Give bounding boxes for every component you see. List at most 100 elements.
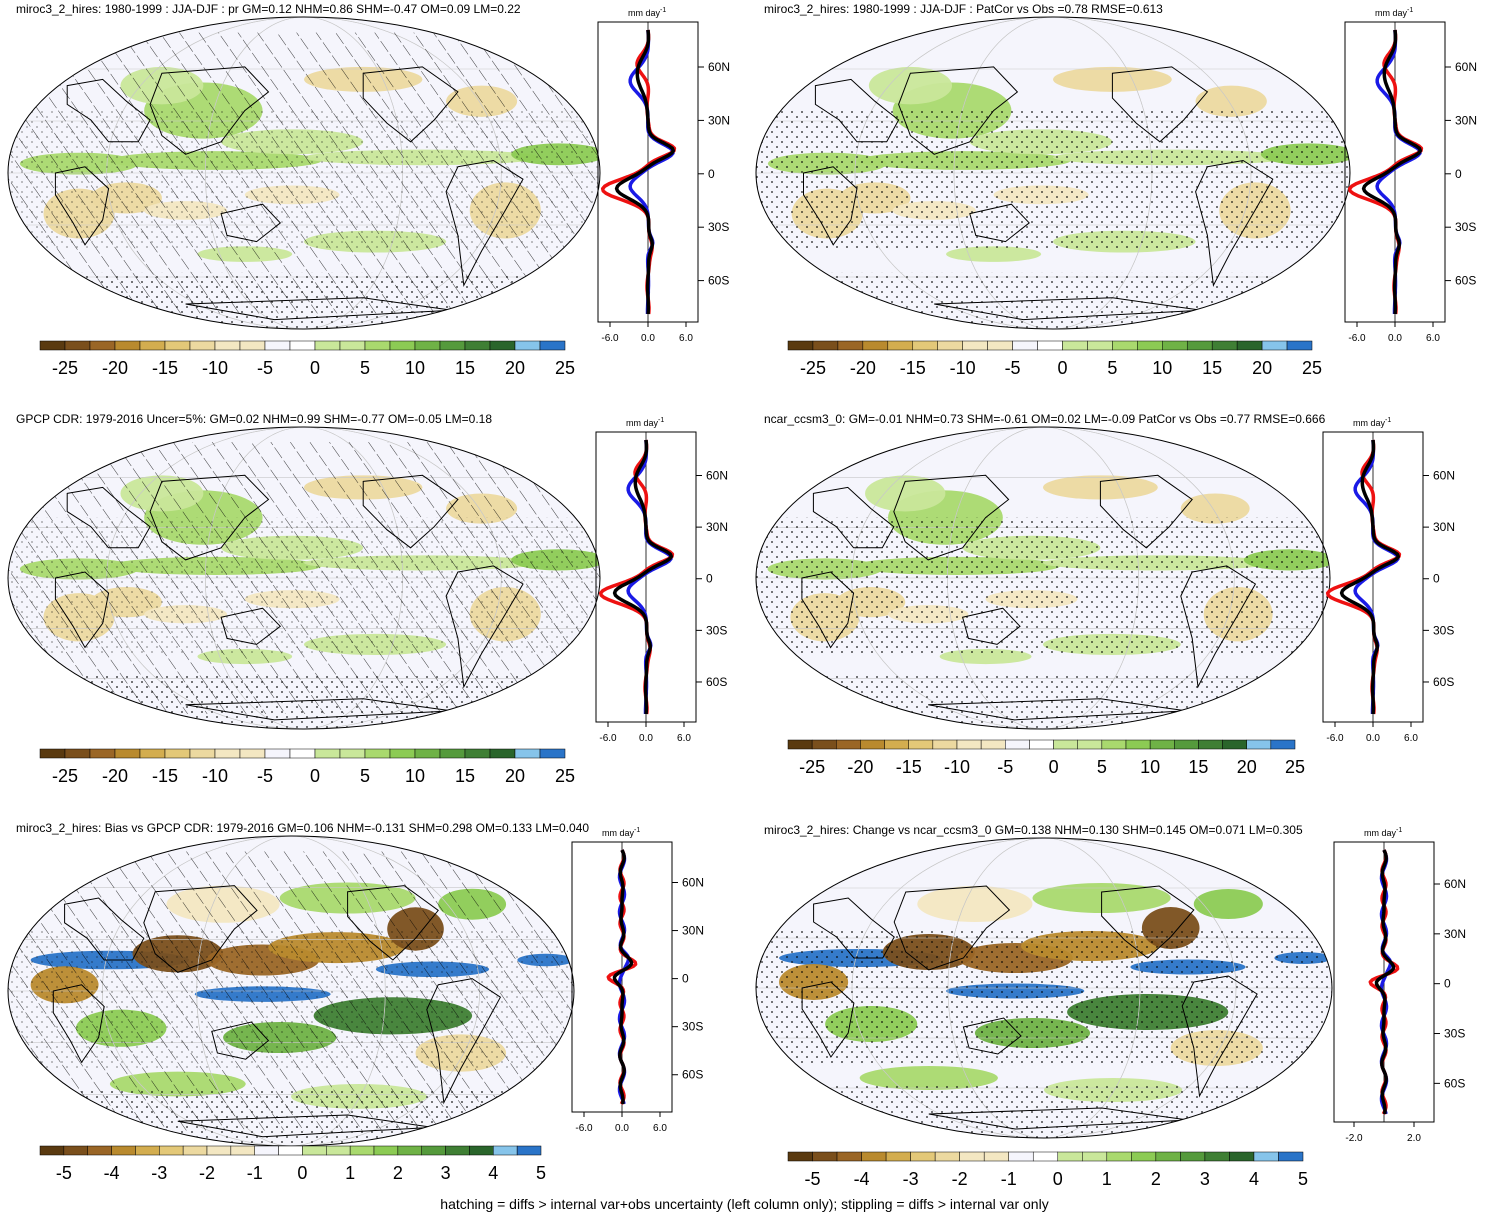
continent-outline (1101, 885, 1195, 959)
zonal-ytick-label: 30N (706, 520, 728, 534)
zonal-series-line (1339, 439, 1401, 715)
colorbar-tick-label: -2 (199, 1163, 215, 1183)
zonal-xtick-label: 0.0 (1388, 333, 1402, 344)
zonal-units: mm day (1375, 8, 1408, 18)
continent-outline (962, 1017, 1022, 1055)
zonal-ytick-label: 60N (682, 876, 704, 890)
colorbar-swatch (1186, 340, 1213, 351)
continent-outline (66, 78, 151, 143)
colorbar-swatch (469, 1145, 494, 1156)
coastlines (52, 885, 502, 1138)
colorbar-swatch (159, 1145, 184, 1156)
colorbar-swatch (1198, 739, 1223, 750)
chart-panel-6: miroc3_2_hires: Change vs ncar_ccsm3_0 G… (755, 823, 1466, 1189)
colorbar-swatch (364, 340, 391, 351)
colorbar-swatch (389, 748, 416, 759)
chart-panel-1: miroc3_2_hires: 1980-1999 : JJA-DJF : pr… (7, 2, 730, 378)
colorbar-tick-label: -5 (805, 1169, 821, 1189)
colorbar-swatch (389, 340, 416, 351)
colorbar-tick-label: -20 (847, 757, 873, 777)
colorbar-swatch (63, 1145, 88, 1156)
colorbar-swatch (189, 340, 216, 351)
significance-overlay (8, 851, 574, 1146)
zonal-units: mm day (1353, 418, 1386, 428)
field-cell (917, 886, 1033, 922)
continent-outline (143, 885, 258, 973)
colorbar-swatch (987, 340, 1013, 351)
field-cell (1180, 493, 1250, 524)
colorbar-tick-label: 3 (1200, 1169, 1210, 1189)
colorbar-tick-label: 0 (310, 358, 320, 378)
colorbar-tick-label: 0 (1057, 358, 1067, 378)
colorbar-swatch (39, 340, 66, 351)
panel-title: ncar_ccsm3_0: GM=-0.01 NHM=0.73 SHM=-0.6… (764, 412, 1326, 426)
colorbar-swatch (1077, 739, 1103, 750)
zonal-ytick-label: 30S (708, 220, 729, 234)
colorbar-tick-label: -5 (56, 1163, 72, 1183)
colorbar-swatch (812, 340, 839, 351)
stippling (8, 517, 600, 654)
colorbar-swatch (439, 748, 466, 759)
zonal-xtick-label: 2.0 (1407, 1133, 1421, 1144)
zonal-xtick-label: -6.0 (599, 733, 617, 744)
colorbar-tick-label: -3 (151, 1163, 167, 1183)
colorbar-swatch (861, 1151, 887, 1162)
coastlines (803, 66, 1274, 321)
colorbar-swatch (414, 340, 441, 351)
zonal-xtick-label: 6.0 (1426, 333, 1440, 344)
colorbar-tick-label: -1 (1001, 1169, 1017, 1189)
colorbar-swatch (114, 340, 141, 351)
zonal-profile: mm day -1 60N 30N 0 30S 60S -6.0 0.0 6.0 (571, 827, 704, 1134)
colorbar-swatch (1229, 1151, 1255, 1162)
colorbar-swatch (1253, 1151, 1279, 1162)
zonal-ytick-label: 0 (1433, 572, 1440, 586)
stippling (8, 110, 600, 251)
coastlines (54, 474, 524, 721)
colorbar-tick-label: -4 (104, 1163, 120, 1183)
zonal-ytick-label: 60N (1455, 60, 1477, 74)
zonal-units: mm day (626, 418, 659, 428)
zonal-xtick-label: 6.0 (1404, 733, 1418, 744)
colorbar: -25 -20 -15 -10 -5 0 5 10 15 20 25 (39, 340, 575, 378)
colorbar-swatch (885, 1151, 911, 1162)
continent-outline (54, 571, 110, 649)
continent-outline (1181, 975, 1258, 1098)
colorbar-swatch (1286, 340, 1313, 351)
colorbar-swatch (364, 748, 391, 759)
colorbar-tick-label: 5 (1097, 757, 1107, 777)
colorbar-tick-label: 3 (441, 1163, 451, 1183)
colorbar-swatch (139, 340, 166, 351)
zonal-ytick-label: 30N (1455, 113, 1477, 127)
colorbar-tick-label: 15 (455, 766, 475, 786)
colorbar-tick-label: -5 (257, 766, 273, 786)
zonal-series-line (1374, 849, 1396, 1115)
zonal-units: mm day (628, 8, 661, 18)
continent-outline (898, 66, 1019, 155)
colorbar-swatch (111, 1145, 136, 1156)
colorbar-swatch (934, 1151, 960, 1162)
colorbar-swatch (980, 739, 1006, 750)
colorbar-swatch (64, 340, 91, 351)
colorbar-swatch (214, 340, 241, 351)
colorbar-tick-label: 2 (1151, 1169, 1161, 1189)
continent-outline (426, 978, 502, 1105)
coastlines (54, 66, 524, 321)
stippling (756, 674, 1330, 729)
colorbar: -25 -20 -15 -10 -5 0 5 10 15 20 25 (787, 340, 1322, 378)
colorbar-swatch (1131, 1151, 1157, 1162)
zonal-xtick-label: -6.0 (575, 1123, 593, 1134)
colorbar-swatch (860, 739, 885, 750)
colorbar-swatch (114, 748, 141, 759)
colorbar-swatch (1112, 340, 1138, 351)
colorbar-swatch (182, 1145, 208, 1156)
continent-outline (220, 607, 282, 645)
map-border (755, 426, 1331, 730)
zonal-units-exponent: -1 (660, 7, 666, 14)
colorbar-swatch (314, 340, 341, 351)
colorbar-swatch (1174, 739, 1199, 750)
colorbar-tick-label: -25 (52, 766, 78, 786)
colorbar-swatch (289, 340, 316, 351)
zonal-series-line (1361, 29, 1423, 315)
zonal-ytick-label: 0 (682, 972, 689, 986)
